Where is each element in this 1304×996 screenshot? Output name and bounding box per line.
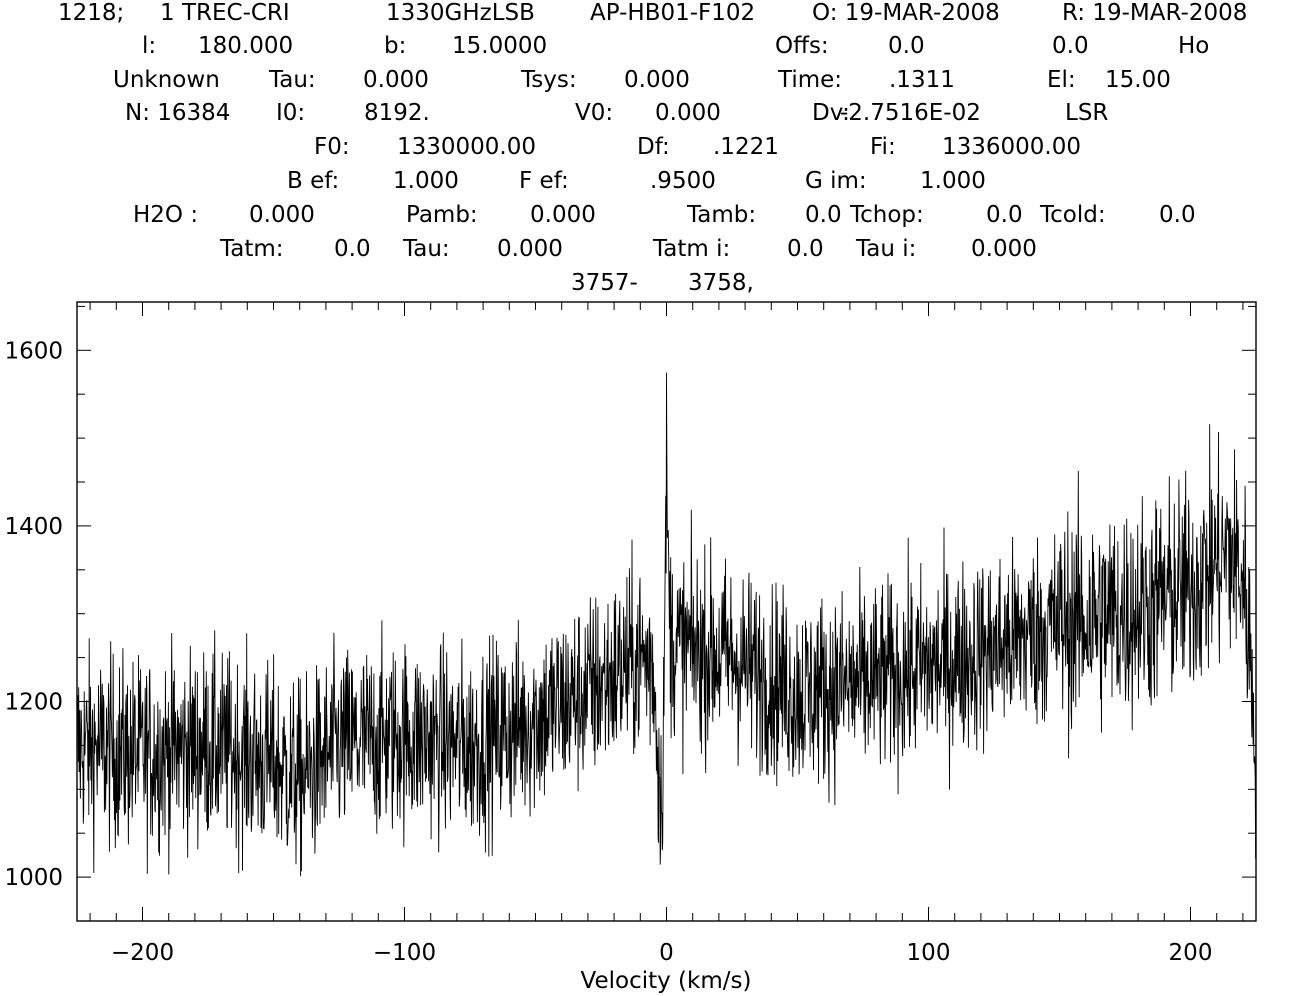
header-line-1-item-5: O: 19-MAR-2008	[812, 0, 1000, 26]
header-line-7-item-1: H2O :	[133, 202, 198, 228]
x-tick-label: 200	[1169, 940, 1213, 966]
header-line-9-item-2: 3758,	[688, 270, 754, 296]
header-line-1-item-3: 1330GHzLSB	[386, 0, 535, 26]
header-line-2-item-8: Ho	[1178, 33, 1209, 59]
header-line-3-item-4: Tsys:	[520, 67, 577, 93]
header-line-6-item-3: F ef:	[519, 168, 569, 194]
header-line-3-item-3: 0.000	[363, 67, 429, 93]
header-line-8-item-8: 0.000	[971, 236, 1037, 262]
header-line-1-item-4: AP-HB01-F102	[590, 0, 755, 26]
header-line-6-item-4: .9500	[650, 168, 716, 194]
header-line-7-item-2: 0.000	[249, 202, 315, 228]
header-line-5-item-6: 1336000.00	[942, 134, 1081, 160]
header-line-4-item-2: I0:	[276, 100, 305, 126]
header-line-5-item-3: Df:	[637, 134, 670, 160]
header-line-6-item-2: 1.000	[393, 168, 459, 194]
header-line-4-item-3: 8192.	[364, 100, 430, 126]
header-line-4-item-1: N: 16384	[125, 100, 230, 126]
header-line-5-item-2: 1330000.00	[397, 134, 536, 160]
header-line-4-item-6: Dv:	[812, 100, 850, 126]
header-line-3-item-2: Tau:	[268, 67, 316, 93]
header-line-7-item-9: Tcold:	[1039, 202, 1106, 228]
header-line-7-item-7: Tchop:	[849, 202, 924, 228]
header-line-3-item-6: Time:	[777, 67, 842, 93]
plot-axes	[76, 301, 1257, 922]
header-line-3-item-9: 15.00	[1105, 67, 1171, 93]
y-tick-label: 1400	[4, 514, 63, 540]
header-line-8-item-6: 0.0	[787, 236, 824, 262]
header-line-4-item-7: -2.7516E-02	[840, 100, 981, 126]
header-line-1-item-2: 1 TREC-CRI	[160, 0, 290, 26]
x-axis-label: Velocity (km/s)	[581, 968, 752, 994]
header-line-6-item-6: 1.000	[920, 168, 986, 194]
y-tick-label: 1200	[4, 689, 63, 715]
header-line-1-item-1: 1218;	[58, 0, 124, 26]
header-line-2-item-2: 180.000	[198, 33, 293, 59]
header-line-5-item-4: .1221	[713, 134, 779, 160]
header-line-5-item-1: F0:	[314, 134, 350, 160]
header-line-6-item-5: G im:	[805, 168, 867, 194]
header-line-2-item-1: l:	[142, 33, 156, 59]
header-line-7-item-10: 0.0	[1159, 202, 1196, 228]
header-line-7-item-8: 0.0	[986, 202, 1023, 228]
y-tick-label: 1600	[4, 338, 63, 364]
header-line-8-item-1: Tatm:	[219, 236, 284, 262]
header-line-9-item-1: 3757-	[571, 270, 638, 296]
header-line-4-item-8: LSR	[1065, 100, 1108, 126]
header-line-2-item-5: Offs:	[775, 33, 829, 59]
x-tick-label: 0	[659, 940, 674, 966]
header-line-2-item-4: 15.0000	[452, 33, 547, 59]
header-line-8-item-4: 0.000	[497, 236, 563, 262]
header-line-6-item-1: B ef:	[287, 168, 339, 194]
header-line-3-item-7: .1311	[889, 67, 955, 93]
header-line-1-item-6: R: 19-MAR-2008	[1062, 0, 1247, 26]
y-tick-label: 1000	[4, 865, 63, 891]
header-line-2-item-3: b:	[384, 33, 406, 59]
x-tick-label: 100	[907, 940, 951, 966]
header-line-2-item-7: 0.0	[1052, 33, 1089, 59]
spectrum-series	[76, 372, 1257, 877]
header-line-3-item-1: Unknown	[113, 67, 220, 93]
tick-labels: −200 −100 0 100 200 1000 1200 1400 1600	[4, 338, 1212, 966]
header-line-4-item-5: 0.000	[655, 100, 721, 126]
x-tick-label: −100	[373, 940, 436, 966]
header-info-block: 1218; 1 TREC-CRI 1330GHzLSB AP-HB01-F102 O: …	[58, 0, 1247, 296]
header-line-7-item-3: Pamb:	[406, 202, 478, 228]
header-line-8-item-2: 0.0	[334, 236, 371, 262]
header-line-2-item-6: 0.0	[888, 33, 925, 59]
header-line-8-item-7: Tau i:	[855, 236, 916, 262]
header-line-3-item-5: 0.000	[624, 67, 690, 93]
header-line-8-item-5: Tatm i:	[652, 236, 730, 262]
header-line-7-item-5: Tamb:	[686, 202, 756, 228]
x-tick-label: −200	[111, 940, 174, 966]
header-line-4-item-4: V0:	[575, 100, 613, 126]
header-line-7-item-6: 0.0	[805, 202, 842, 228]
header-line-3-item-8: El:	[1047, 67, 1076, 93]
header-line-5-item-5: Fi:	[870, 134, 896, 160]
header-line-7-item-4: 0.000	[530, 202, 596, 228]
spectrum-line-1	[76, 372, 1257, 877]
header-line-8-item-3: Tau:	[402, 236, 450, 262]
